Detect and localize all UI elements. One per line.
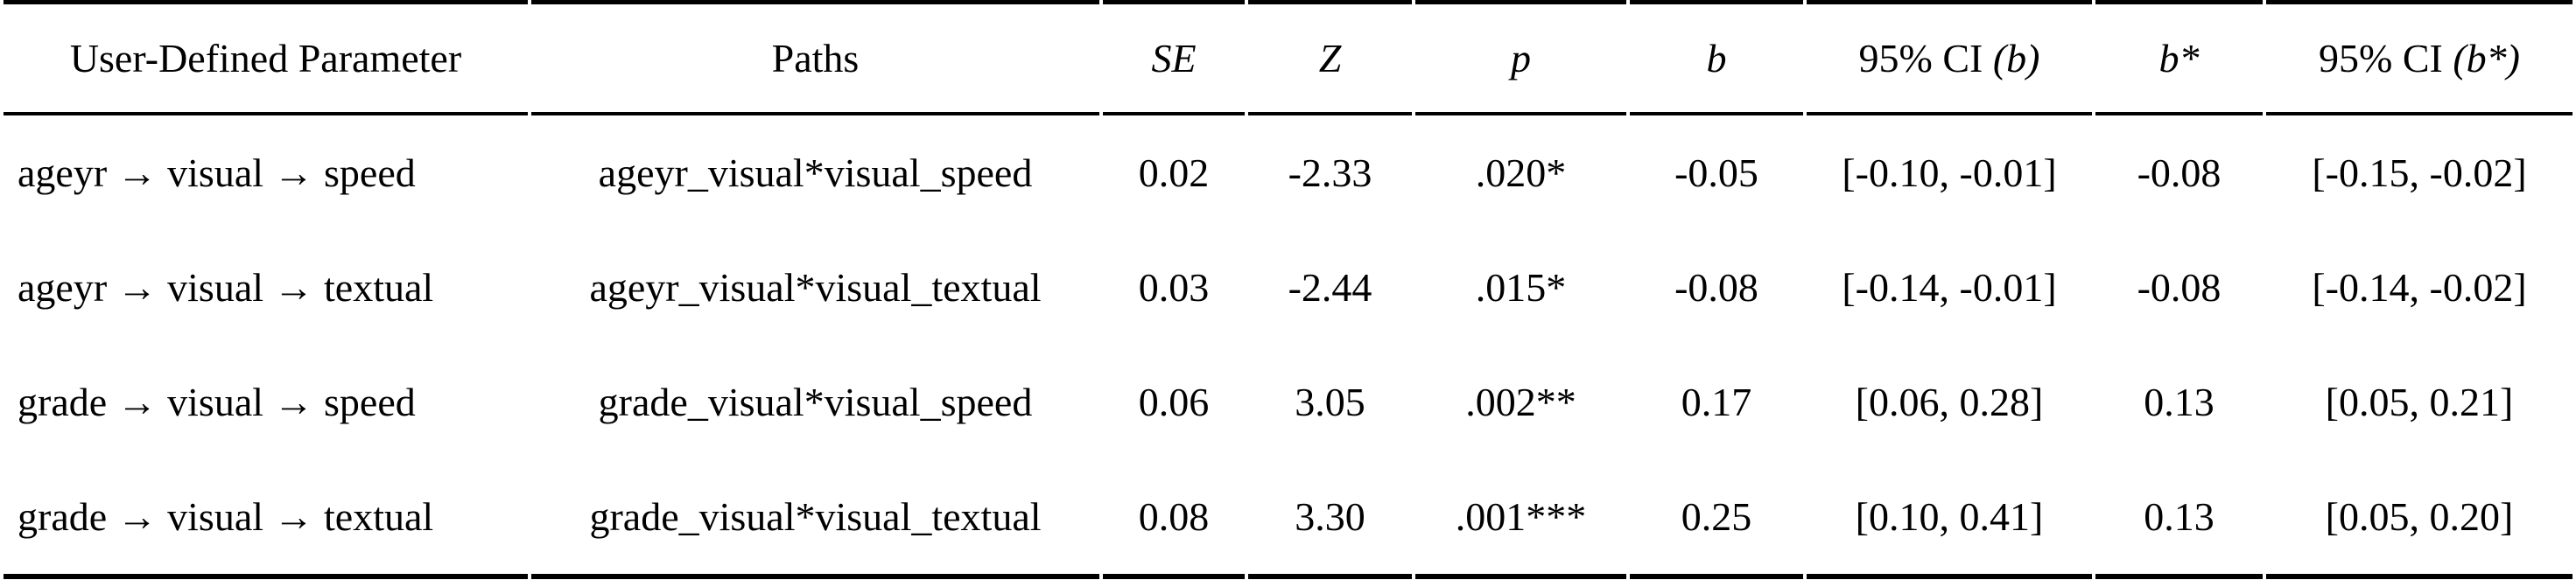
col-header-z: Z: [1248, 0, 1412, 115]
cell-p: .001***: [1415, 459, 1626, 579]
cell-b: 0.25: [1630, 459, 1803, 579]
table-row-3: grade → visual → speed grade_visual*visu…: [4, 345, 2572, 459]
cell-b-std: -0.08: [2137, 150, 2222, 195]
se-symbol: SE: [1151, 36, 1197, 80]
cell-b: 0.17: [1681, 380, 1752, 424]
cell-se: 0.06: [1138, 380, 1210, 424]
cell-ci-b: [-0.14, -0.01]: [1842, 265, 2057, 310]
col-header-b: b: [1630, 0, 1803, 115]
cell-parameter: grade → visual → speed: [18, 380, 416, 424]
col-header-paths: Paths: [531, 0, 1099, 115]
ci-b-std-prefix: 95% CI: [2319, 36, 2453, 80]
cell-parameter: ageyr → visual → textual: [18, 265, 434, 310]
col-header-se: SE: [1103, 0, 1245, 115]
cell-b-std: 0.13: [2144, 380, 2215, 424]
cell-b: -0.05: [1674, 150, 1758, 195]
cell-se: 0.08: [1103, 459, 1245, 579]
z-symbol: Z: [1318, 36, 1342, 80]
cell-paths: grade_visual*visual_textual: [531, 459, 1099, 579]
cell-paths: grade_visual*visual_speed: [598, 380, 1033, 424]
col-header-p: p: [1415, 0, 1626, 115]
col-header-user-defined-parameter: User-Defined Parameter: [4, 0, 528, 115]
cell-ci-b-std: [-0.14, -0.02]: [2312, 265, 2527, 310]
b-std-symbol: b*: [2158, 36, 2200, 80]
p-symbol: p: [1511, 36, 1531, 80]
table-body: ageyr → visual → speed ageyr_visual*visu…: [4, 115, 2572, 579]
table-row-4: grade → visual → textual grade_visual*vi…: [4, 459, 2572, 579]
cell-p: .002**: [1465, 380, 1576, 424]
cell-b-std: 0.13: [2095, 459, 2263, 579]
cell-b-std: -0.08: [2137, 265, 2222, 310]
cell-z: -2.44: [1288, 265, 1372, 310]
cell-parameter: ageyr → visual → speed: [18, 150, 416, 195]
cell-ci-b: [-0.10, -0.01]: [1842, 150, 2057, 195]
cell-ci-b-std: [0.05, 0.21]: [2325, 380, 2514, 424]
cell-p: .015*: [1475, 265, 1567, 310]
cell-ci-b-std: [0.05, 0.20]: [2266, 459, 2572, 579]
cell-ci-b: [0.06, 0.28]: [1855, 380, 2044, 424]
cell-z: 3.30: [1248, 459, 1412, 579]
cell-paths: ageyr_visual*visual_textual: [589, 265, 1042, 310]
col-header-ci-b: 95% CI (b): [1807, 0, 2092, 115]
cell-b: -0.08: [1674, 265, 1758, 310]
table-header: User-Defined Parameter Paths SE Z p b 95…: [4, 0, 2572, 115]
table-row-2: ageyr → visual → textual ageyr_visual*vi…: [4, 230, 2572, 345]
cell-se: 0.02: [1138, 150, 1210, 195]
b-symbol: b: [1706, 36, 1727, 80]
cell-parameter: grade → visual → textual: [4, 459, 528, 579]
cell-p: .020*: [1475, 150, 1567, 195]
cell-se: 0.03: [1138, 265, 1210, 310]
cell-z: 3.05: [1295, 380, 1365, 424]
table-row-1: ageyr → visual → speed ageyr_visual*visu…: [4, 115, 2572, 230]
ci-b-symbol: (b): [1992, 36, 2040, 80]
cell-ci-b: [0.10, 0.41]: [1807, 459, 2092, 579]
ci-b-std-symbol: (b*): [2453, 36, 2520, 80]
cell-ci-b-std: [-0.15, -0.02]: [2312, 150, 2527, 195]
col-header-ci-b-std: 95% CI (b*): [2266, 0, 2572, 115]
cell-paths: ageyr_visual*visual_speed: [598, 150, 1033, 195]
cell-z: -2.33: [1288, 150, 1372, 195]
header-row: User-Defined Parameter Paths SE Z p b 95…: [4, 0, 2572, 115]
col-header-b-std: b*: [2095, 0, 2263, 115]
ci-b-prefix: 95% CI: [1858, 36, 1993, 80]
